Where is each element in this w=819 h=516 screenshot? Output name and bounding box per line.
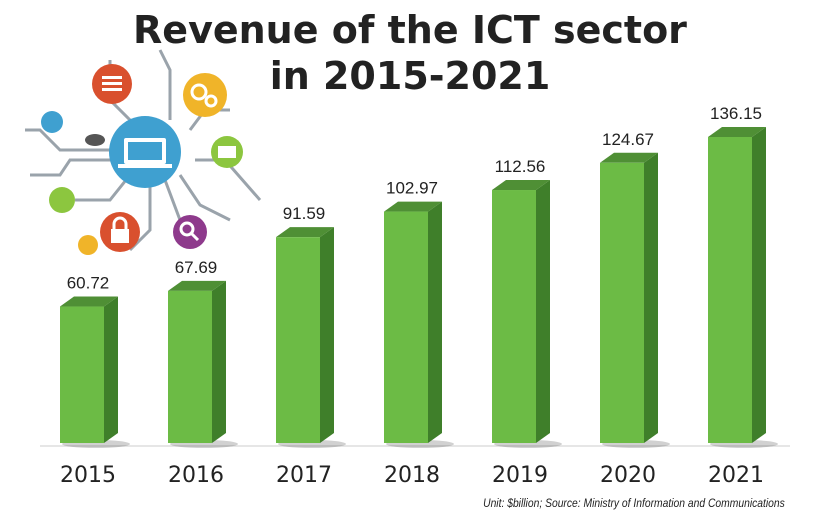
- x-tick-2020: 2020: [600, 463, 656, 488]
- x-tick-2021: 2021: [708, 463, 764, 488]
- bar-side: [536, 180, 550, 443]
- bar-side: [212, 280, 226, 443]
- data-label-2019: 112.56: [495, 157, 546, 176]
- data-label-2021: 136.15: [710, 104, 762, 123]
- bar-top: [600, 152, 658, 163]
- bar-side: [752, 127, 766, 443]
- bar-top: [492, 180, 550, 191]
- bar-top: [708, 127, 766, 137]
- x-tick-2018: 2018: [384, 463, 440, 488]
- star-icon: [78, 235, 98, 255]
- bar-top: [168, 280, 226, 291]
- data-label-2020: 124.67: [602, 130, 654, 149]
- x-tick-2015: 2015: [60, 463, 116, 488]
- data-label-2017: 91.59: [283, 204, 326, 223]
- x-tick-2019: 2019: [492, 463, 548, 488]
- bar-top: [384, 201, 442, 212]
- data-label-2016: 67.69: [175, 258, 218, 277]
- bar-2021: [708, 137, 752, 443]
- chart-title-line-2: in 2015-2021: [269, 54, 551, 98]
- bar-side: [428, 201, 442, 443]
- bar-side: [644, 152, 658, 443]
- rocket-icon: [41, 111, 63, 133]
- search-icon: [173, 215, 207, 249]
- bar-2016: [168, 290, 212, 443]
- bar-2019: [492, 190, 536, 443]
- x-tick-2016: 2016: [168, 463, 224, 488]
- wifi-icon: [49, 187, 75, 213]
- bar-top: [60, 296, 118, 307]
- cloud-icon: [85, 134, 105, 146]
- bar-2015: [60, 306, 104, 443]
- x-tick-2017: 2017: [276, 463, 332, 488]
- bar-side: [320, 227, 334, 443]
- data-label-2018: 102.97: [386, 179, 438, 198]
- data-label-2015: 60.72: [67, 274, 110, 293]
- bar-2020: [600, 162, 644, 443]
- tech-illustration: [25, 49, 262, 255]
- bar-top: [276, 227, 334, 238]
- bar-2018: [384, 211, 428, 443]
- source-note: Unit: $billion; Source: Ministry of Info…: [483, 496, 785, 510]
- bar-2017: [276, 237, 320, 443]
- chart-title-line-1: Revenue of the ICT sector: [133, 8, 687, 52]
- bar-side: [104, 296, 118, 443]
